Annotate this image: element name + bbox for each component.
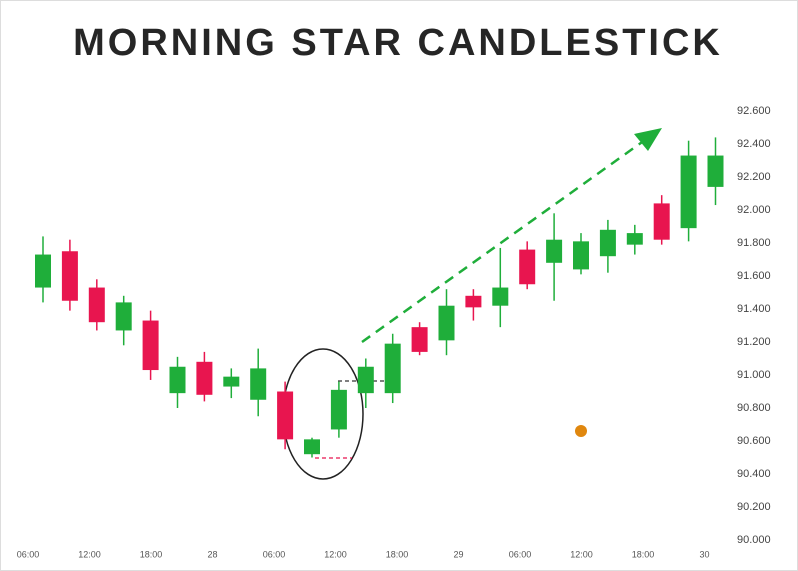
y-tick-label: 90.800 [737, 402, 771, 414]
candle-body [384, 343, 401, 394]
y-tick-label: 92.000 [737, 204, 771, 216]
x-tick-label: 12:00 [570, 549, 593, 559]
y-tick-label: 91.800 [737, 237, 771, 249]
x-tick-label: 30 [699, 549, 709, 559]
x-tick-label: 06:00 [17, 549, 40, 559]
y-tick-label: 91.200 [737, 336, 771, 348]
candle-body [196, 361, 213, 395]
candle-body [626, 233, 643, 245]
trend-arrow [361, 138, 646, 344]
candle-body [304, 439, 320, 455]
candle-body [169, 366, 186, 394]
candle-body [250, 368, 267, 400]
y-tick-label: 91.000 [737, 369, 771, 381]
chart-title: MORNING STAR CANDLESTICK [73, 22, 723, 64]
candle-body [680, 155, 697, 229]
y-tick-label: 91.400 [737, 303, 771, 315]
candle-body [546, 239, 563, 263]
y-tick-label: 92.600 [737, 105, 771, 117]
candle-body [411, 327, 428, 352]
x-tick-label: 12:00 [78, 549, 101, 559]
x-tick-label: 12:00 [324, 549, 347, 559]
y-tick-label: 90.000 [737, 534, 771, 546]
x-tick-label: 18:00 [386, 549, 409, 559]
y-tick-label: 92.400 [737, 138, 771, 150]
arrow-head [634, 128, 662, 151]
x-tick-label: 28 [207, 549, 217, 559]
candle-body [142, 320, 159, 371]
y-tick-label: 90.200 [737, 501, 771, 513]
candle-body [599, 229, 616, 257]
candle-body [115, 302, 132, 331]
candle-body [61, 251, 78, 301]
candle-body [707, 155, 724, 187]
x-tick-label: 29 [453, 549, 463, 559]
x-tick-label: 06:00 [263, 549, 286, 559]
x-tick-label: 06:00 [509, 549, 532, 559]
y-tick-label: 91.600 [737, 270, 771, 282]
candle-body [465, 295, 482, 308]
y-tick-label: 90.400 [737, 468, 771, 480]
candle-body [653, 203, 670, 240]
candle-body [357, 366, 374, 394]
candle-body [88, 287, 105, 323]
y-tick-label: 90.600 [737, 435, 771, 447]
candle-body [438, 305, 455, 341]
candle-body [573, 241, 589, 270]
candle-body [492, 287, 509, 306]
candle-body [223, 376, 240, 387]
x-tick-label: 18:00 [140, 549, 163, 559]
y-tick-label: 92.200 [737, 171, 771, 183]
candle-body [35, 254, 51, 288]
candle-body [330, 389, 347, 430]
x-tick-label: 18:00 [632, 549, 655, 559]
candle-body [519, 249, 536, 285]
candle-body [277, 391, 294, 440]
dot [575, 425, 587, 437]
